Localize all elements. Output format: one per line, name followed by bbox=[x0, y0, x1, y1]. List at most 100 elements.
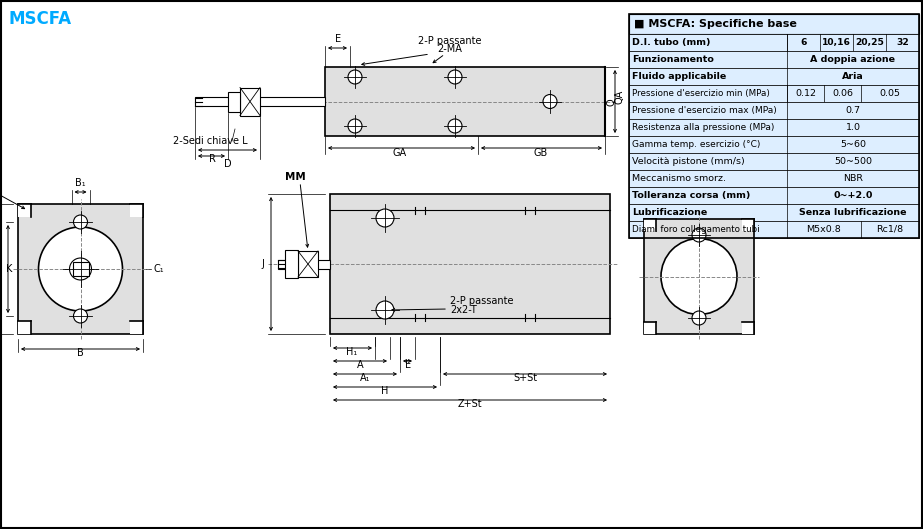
Text: J: J bbox=[261, 259, 264, 269]
Text: D: D bbox=[224, 159, 232, 169]
Bar bbox=[18, 204, 31, 217]
Bar bbox=[18, 321, 31, 334]
Bar bbox=[644, 219, 656, 231]
Bar bbox=[629, 153, 919, 170]
Text: Funzionamento: Funzionamento bbox=[632, 55, 713, 64]
Bar bbox=[629, 187, 919, 204]
Bar bbox=[629, 51, 919, 68]
Bar bbox=[278, 260, 330, 269]
Bar bbox=[629, 68, 919, 85]
Text: A doppia azione: A doppia azione bbox=[810, 55, 895, 64]
Text: MM: MM bbox=[285, 172, 306, 182]
Circle shape bbox=[74, 309, 88, 323]
Text: ■ MSCFA: Specifiche base: ■ MSCFA: Specifiche base bbox=[634, 19, 797, 29]
Text: B₁: B₁ bbox=[75, 178, 86, 188]
Text: QA: QA bbox=[614, 90, 624, 104]
Bar bbox=[629, 85, 919, 102]
Circle shape bbox=[348, 70, 362, 84]
Text: 10,16: 10,16 bbox=[822, 38, 851, 47]
Text: R: R bbox=[209, 154, 215, 164]
Text: Resistenza alla pressione (MPa): Resistenza alla pressione (MPa) bbox=[632, 123, 774, 132]
Text: Aria: Aria bbox=[842, 72, 864, 81]
Text: E: E bbox=[405, 360, 411, 370]
Bar bbox=[644, 219, 754, 334]
Text: Pressione d'esercizio min (MPa): Pressione d'esercizio min (MPa) bbox=[632, 89, 770, 98]
Text: 20,25: 20,25 bbox=[855, 38, 884, 47]
Text: 5~60: 5~60 bbox=[840, 140, 866, 149]
Bar bbox=[629, 119, 919, 136]
Text: 0~+2.0: 0~+2.0 bbox=[833, 191, 872, 200]
Text: MSCFA: MSCFA bbox=[8, 10, 71, 28]
Text: Velocità pistone (mm/s): Velocità pistone (mm/s) bbox=[632, 157, 745, 166]
Text: 0.12: 0.12 bbox=[795, 89, 816, 98]
Circle shape bbox=[69, 258, 91, 280]
Text: Gamma temp. esercizio (°C): Gamma temp. esercizio (°C) bbox=[632, 140, 761, 149]
Text: 0.05: 0.05 bbox=[880, 89, 901, 98]
Text: 2-Sedi chiave L: 2-Sedi chiave L bbox=[173, 136, 247, 146]
Bar bbox=[629, 102, 919, 119]
Text: Tolleranza corsa (mm): Tolleranza corsa (mm) bbox=[632, 191, 750, 200]
Text: NBR: NBR bbox=[843, 174, 863, 183]
Circle shape bbox=[74, 215, 88, 229]
Circle shape bbox=[348, 119, 362, 133]
Text: 1.0: 1.0 bbox=[845, 123, 860, 132]
Text: 50~500: 50~500 bbox=[834, 157, 872, 166]
Text: S+St: S+St bbox=[513, 373, 537, 383]
Circle shape bbox=[692, 228, 706, 242]
Bar bbox=[18, 204, 143, 334]
Bar bbox=[330, 194, 610, 334]
Text: K: K bbox=[6, 264, 12, 274]
Text: Rc1/8: Rc1/8 bbox=[877, 225, 904, 234]
Bar bbox=[285, 250, 298, 278]
Bar bbox=[742, 219, 754, 231]
Bar bbox=[629, 34, 919, 51]
Text: H: H bbox=[381, 386, 389, 396]
Circle shape bbox=[543, 95, 557, 108]
Text: Z+St: Z+St bbox=[458, 399, 483, 409]
Text: Q: Q bbox=[607, 98, 617, 106]
Text: M5x0.8: M5x0.8 bbox=[807, 225, 842, 234]
Text: B: B bbox=[78, 348, 84, 358]
Bar bbox=[629, 136, 919, 153]
Bar bbox=[73, 262, 89, 276]
Bar bbox=[644, 322, 656, 334]
Bar bbox=[130, 204, 143, 217]
Bar bbox=[130, 321, 143, 334]
Text: Lubrificazione: Lubrificazione bbox=[632, 208, 707, 217]
Text: H₁: H₁ bbox=[346, 347, 357, 357]
Text: Meccanismo smorz.: Meccanismo smorz. bbox=[632, 174, 726, 183]
Text: Fluido applicabile: Fluido applicabile bbox=[632, 72, 726, 81]
Text: A: A bbox=[356, 360, 364, 370]
Bar bbox=[325, 67, 605, 136]
Text: D.I. tubo (mm): D.I. tubo (mm) bbox=[632, 38, 711, 47]
Bar bbox=[629, 170, 919, 187]
Bar bbox=[240, 87, 260, 115]
Text: 0.7: 0.7 bbox=[845, 106, 860, 115]
Text: GA: GA bbox=[393, 148, 407, 158]
Bar bbox=[629, 221, 919, 238]
Circle shape bbox=[692, 311, 706, 325]
Bar bbox=[742, 322, 754, 334]
Circle shape bbox=[376, 209, 394, 227]
Text: 2x2-T: 2x2-T bbox=[450, 305, 477, 315]
Text: C₁: C₁ bbox=[153, 264, 163, 274]
Bar bbox=[298, 251, 318, 277]
Text: 2-P passante: 2-P passante bbox=[418, 36, 482, 46]
Bar bbox=[629, 204, 919, 221]
Text: 32: 32 bbox=[896, 38, 909, 47]
Text: 2-MA: 2-MA bbox=[438, 44, 462, 54]
Circle shape bbox=[39, 227, 123, 311]
Text: GB: GB bbox=[533, 148, 548, 158]
Circle shape bbox=[448, 70, 462, 84]
Text: Pressione d'esercizio max (MPa): Pressione d'esercizio max (MPa) bbox=[632, 106, 777, 115]
Bar bbox=[629, 14, 919, 238]
Text: A₁: A₁ bbox=[360, 373, 370, 383]
Text: Diam. foro collegamento tubi: Diam. foro collegamento tubi bbox=[632, 225, 760, 234]
Text: Senza lubrificazione: Senza lubrificazione bbox=[799, 208, 906, 217]
Bar bbox=[228, 92, 240, 112]
Text: 0.06: 0.06 bbox=[832, 89, 853, 98]
Circle shape bbox=[448, 119, 462, 133]
Text: 2x2-NN: 2x2-NN bbox=[0, 184, 1, 194]
Text: 2-P passante: 2-P passante bbox=[450, 296, 513, 306]
Circle shape bbox=[376, 301, 394, 319]
